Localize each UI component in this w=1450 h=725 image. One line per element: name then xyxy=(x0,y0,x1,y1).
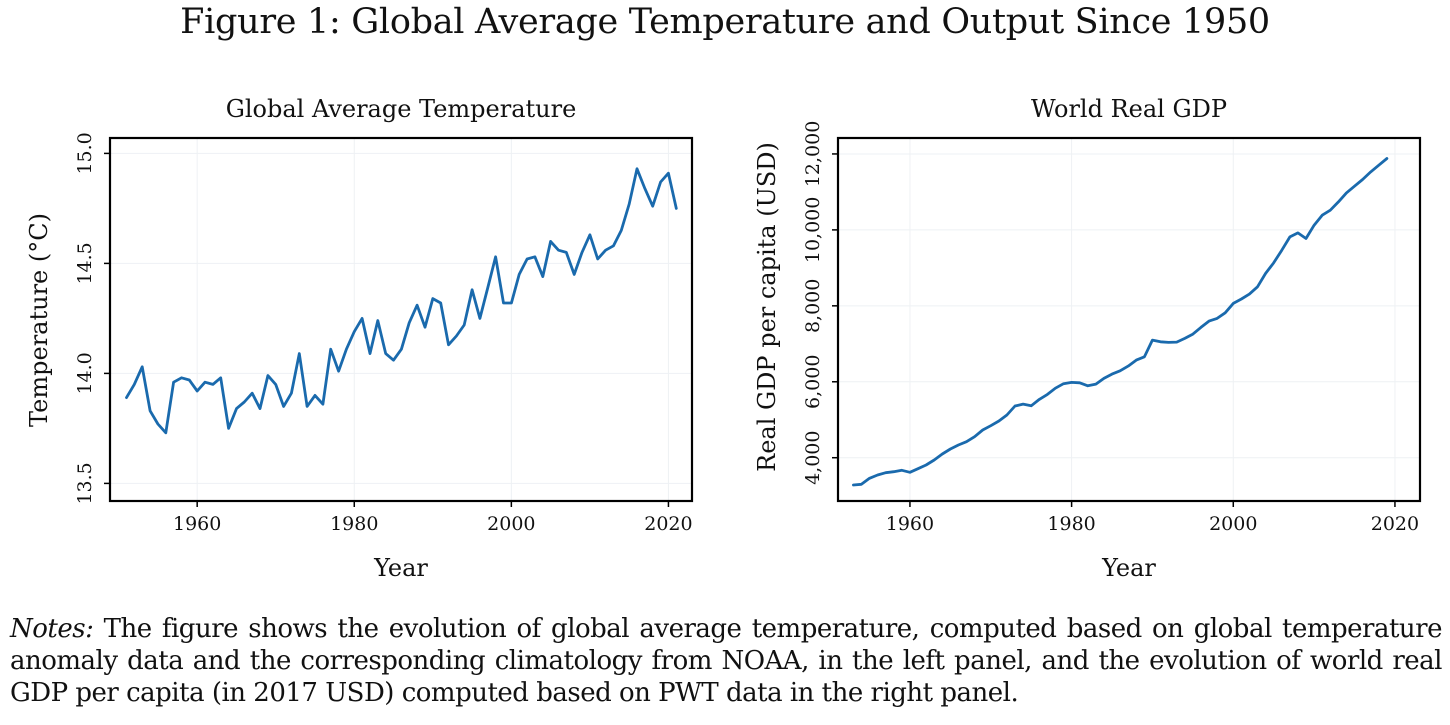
temperature-series-line xyxy=(125,167,678,435)
gdp-y-tick-label: 6,000 xyxy=(802,355,824,409)
temperature-panel: Global Average Temperature Year Temperat… xyxy=(25,95,694,582)
temperature-y-axis-label: Temperature (°C) xyxy=(25,213,53,427)
temperature-y-tick-label: 14.0 xyxy=(74,352,96,394)
gdp-plot-frame xyxy=(836,136,1422,503)
temperature-x-tick-label: 1960 xyxy=(173,513,221,535)
notes-text: The figure shows the evolution of global… xyxy=(10,614,1443,708)
gdp-x-tick-label: 1980 xyxy=(1047,513,1095,535)
gdp-x-tick-label: 2020 xyxy=(1371,513,1419,535)
temperature-y-tick-label: 13.5 xyxy=(74,462,96,504)
gdp-y-axis-label: Real GDP per capita (USD) xyxy=(753,142,781,472)
gdp-panel: World Real GDP Year Real GDP per capita … xyxy=(753,95,1422,582)
figure-title: Figure 1: Global Average Temperature and… xyxy=(180,2,1270,42)
gdp-y-tick-label: 10,000 xyxy=(802,197,824,263)
temperature-x-tick-label: 1980 xyxy=(330,513,378,535)
temperature-x-tick-label: 2020 xyxy=(644,513,692,535)
gdp-x-axis-label: Year xyxy=(1101,554,1156,582)
figure-notes: Notes: The figure shows the evolution of… xyxy=(10,613,1443,709)
gdp-series-line xyxy=(852,157,1389,487)
gdp-y-tick-label: 12,000 xyxy=(802,121,824,187)
temperature-y-tick-label: 14.5 xyxy=(74,242,96,284)
temperature-y-tick-label: 15.0 xyxy=(74,132,96,174)
gdp-x-tick-label: 1960 xyxy=(886,513,934,535)
gdp-y-tick-label: 8,000 xyxy=(802,279,824,333)
temperature-x-tick-label: 2000 xyxy=(487,513,535,535)
temperature-chart-title: Global Average Temperature xyxy=(226,95,577,123)
temperature-plot-frame xyxy=(108,136,694,503)
gdp-y-tick-label: 4,000 xyxy=(802,431,824,485)
gdp-x-tick-label: 2000 xyxy=(1209,513,1257,535)
gdp-chart-title: World Real GDP xyxy=(1031,95,1227,123)
temperature-x-axis-label: Year xyxy=(373,554,428,582)
notes-label: Notes: xyxy=(10,614,94,644)
